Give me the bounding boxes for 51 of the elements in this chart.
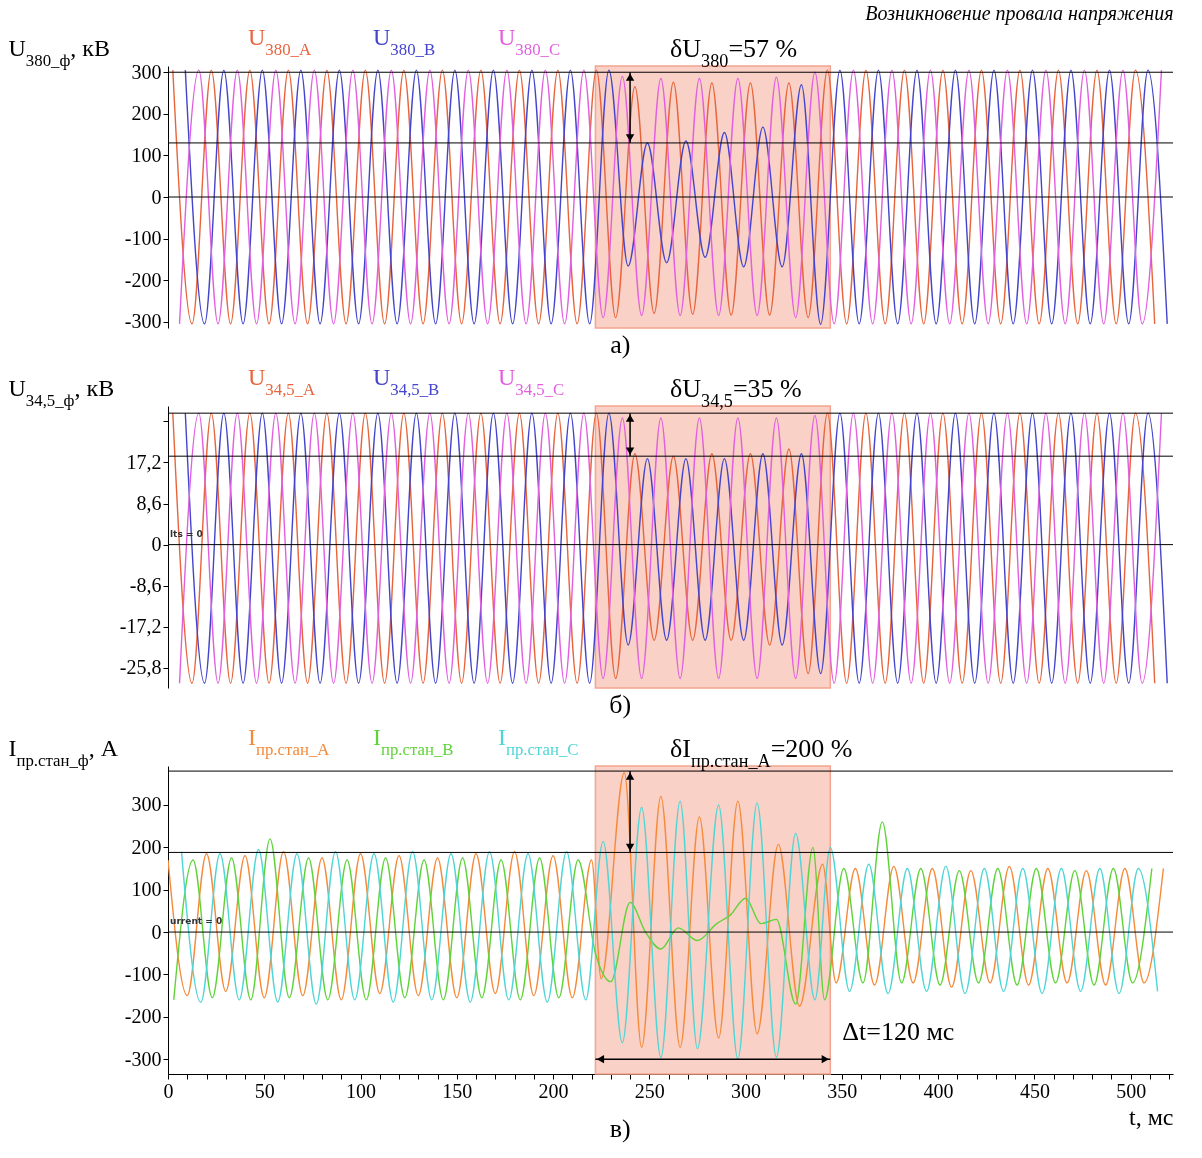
y-tick-label: -300 bbox=[124, 310, 162, 333]
text: I$_{пр.стан_B}$ bbox=[373, 724, 454, 759]
chart-title: Возникновение провала напряжения bbox=[865, 2, 1174, 25]
y-axis-title: U$_{34,5_ф}$, кВ bbox=[8, 374, 115, 409]
x-tick-label: 350 bbox=[827, 1079, 858, 1102]
annotation: δU$_{380}$=57 % bbox=[670, 34, 798, 71]
x-tick-label: 50 bbox=[254, 1079, 275, 1102]
y-tick-label: 0 bbox=[151, 533, 162, 556]
y-tick-label: -200 bbox=[124, 268, 162, 291]
text: а) bbox=[610, 330, 631, 359]
series-label: U$_{34,5_B}$ bbox=[373, 364, 440, 399]
y-tick-label: -25,8 bbox=[119, 656, 162, 679]
y-tick-label: 100 bbox=[131, 878, 162, 901]
y-tick-label: 0 bbox=[151, 185, 162, 208]
y-tick-label: 8,6 bbox=[136, 492, 162, 515]
y-tick-label: -300 bbox=[124, 1047, 162, 1070]
y-tick-label: 300 bbox=[131, 793, 162, 816]
series-label: U$_{380_B}$ bbox=[373, 24, 436, 59]
y-tick-label: 200 bbox=[131, 102, 162, 125]
y-tick-label: 0 bbox=[151, 920, 162, 943]
x-tick-label: 450 bbox=[1019, 1079, 1050, 1102]
y-tick-label: -100 bbox=[124, 227, 162, 250]
x-tick-label: 100 bbox=[346, 1079, 377, 1102]
series-label: U$_{34,5_C}$ bbox=[498, 364, 565, 399]
y-axis-title: I$_{пр.стан_ф}$, А bbox=[8, 734, 119, 769]
y-tick-label: 200 bbox=[131, 835, 162, 858]
x-tick-label: 250 bbox=[634, 1079, 665, 1102]
x-tick-label: 500 bbox=[1116, 1079, 1147, 1102]
y-tick-label: -8,6 bbox=[129, 574, 162, 597]
y-tick-label: 17,2 bbox=[126, 450, 162, 473]
y-tick-label: 100 bbox=[131, 143, 162, 166]
text: I$_{пр.стан_A}$ bbox=[248, 724, 330, 759]
text: I$_{пр.стан_C}$ bbox=[498, 724, 579, 759]
text: в) bbox=[609, 1114, 631, 1143]
series-label: U$_{380_C}$ bbox=[498, 24, 561, 59]
y-tick-label: -17,2 bbox=[119, 615, 162, 638]
annotation: δI$_{пр.стан_A}$=200 % bbox=[670, 734, 853, 771]
series-label: U$_{380_A}$ bbox=[248, 24, 312, 59]
annotation: Δt=120 мс bbox=[842, 1017, 955, 1047]
x-tick-label: 200 bbox=[538, 1079, 569, 1102]
x-tick-label: 400 bbox=[923, 1079, 954, 1102]
y-tick-label: -200 bbox=[124, 1005, 162, 1028]
text: б) bbox=[609, 690, 632, 719]
y-tick-label: 300 bbox=[131, 60, 162, 83]
y-axis-title: U$_{380_ф}$, кВ bbox=[8, 34, 110, 69]
x-tick-label: 150 bbox=[442, 1079, 473, 1102]
series-label: U$_{34,5_A}$ bbox=[248, 364, 316, 399]
x-axis-title: t, мс bbox=[1128, 1103, 1174, 1130]
y-tick-label: -100 bbox=[124, 962, 162, 985]
annotation: δU$_{34,5}$=35 % bbox=[670, 374, 802, 411]
x-tick-label: 300 bbox=[731, 1079, 762, 1102]
